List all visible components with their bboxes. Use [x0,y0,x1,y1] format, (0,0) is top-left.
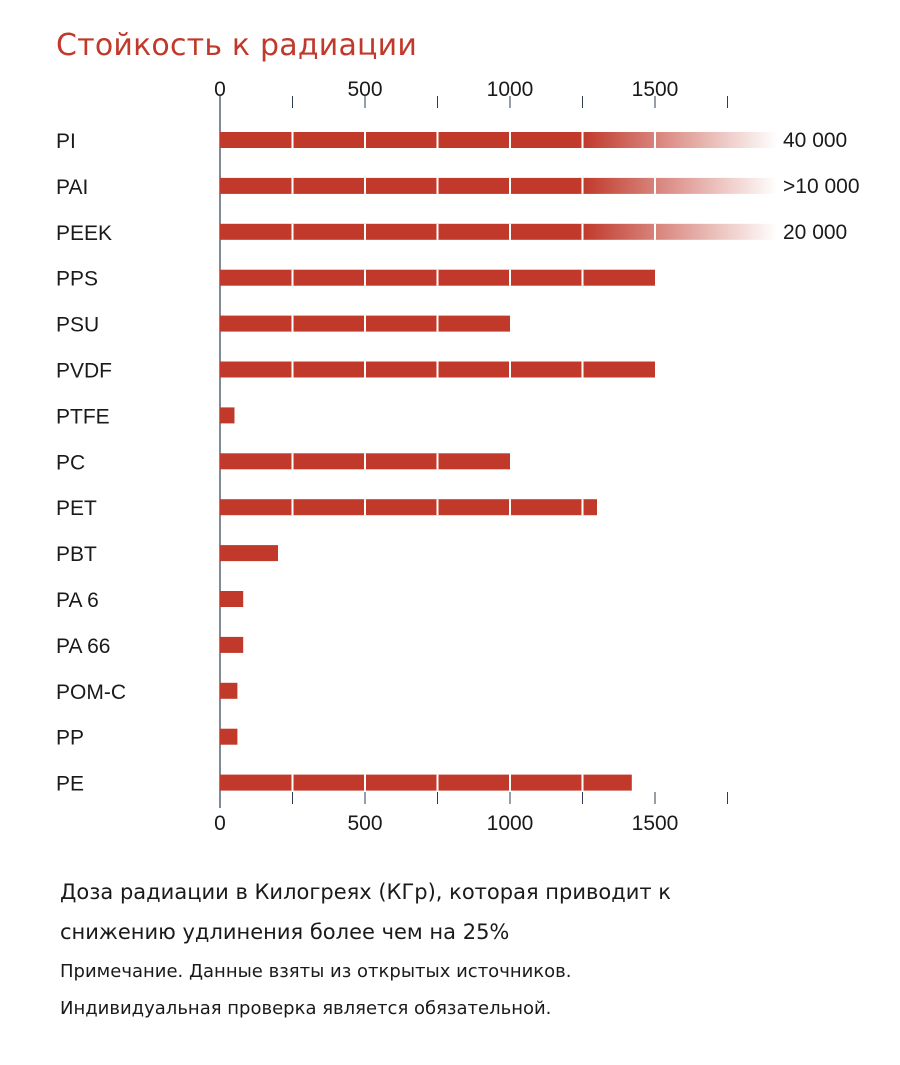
bar [220,682,238,699]
bar [220,407,235,424]
bottom-tick-label: 0 [214,812,226,835]
bar-overflow-fade [582,177,778,194]
verification-note: Индивидуальная проверка является обязате… [60,998,552,1019]
category-label: PVDF [56,360,112,383]
value-label: 20 000 [783,221,847,244]
category-label: POM-C [56,681,126,704]
category-label: PC [56,451,85,474]
chart-title: Стойкость к радиации [56,28,418,63]
category-label: PTFE [56,405,110,428]
bar [220,774,632,791]
top-tick-label: 1500 [632,78,679,101]
bar [220,591,244,607]
category-label: PI [56,130,76,153]
bar-overflow-fade [582,132,778,148]
category-label: PP [56,727,84,750]
bar [220,223,583,240]
category-label: PEEK [56,222,112,245]
value-label: 40 000 [783,129,847,152]
category-label: PE [56,773,84,796]
bottom-tick-label: 500 [347,812,382,835]
category-label: PET [56,497,97,520]
bar [220,545,278,562]
top-tick-label: 0 [214,78,226,101]
category-label: PPS [56,268,98,291]
bar [220,728,238,745]
category-label: PAI [56,176,88,199]
bar [220,177,583,194]
bottom-tick-label: 1000 [487,812,534,835]
bar [220,132,583,148]
bar [220,499,597,516]
x-axis-label-line-1: Доза радиации в Килогреях (КГр), которая… [60,880,671,904]
value-label: >10 000 [783,175,860,198]
top-tick-label: 1000 [487,78,534,101]
source-note: Примечание. Данные взяты из открытых ист… [60,961,572,982]
category-label: PA 6 [56,589,99,612]
bar-overflow-fade [582,223,778,240]
bottom-tick-label: 1500 [632,812,679,835]
x-axis-label-line-2: снижению удлинения более чем на 25% [60,920,510,944]
bar [220,636,244,653]
category-label: PBT [56,543,97,566]
category-label: PA 66 [56,635,111,658]
category-label: PSU [56,314,99,337]
top-tick-label: 500 [347,78,382,101]
